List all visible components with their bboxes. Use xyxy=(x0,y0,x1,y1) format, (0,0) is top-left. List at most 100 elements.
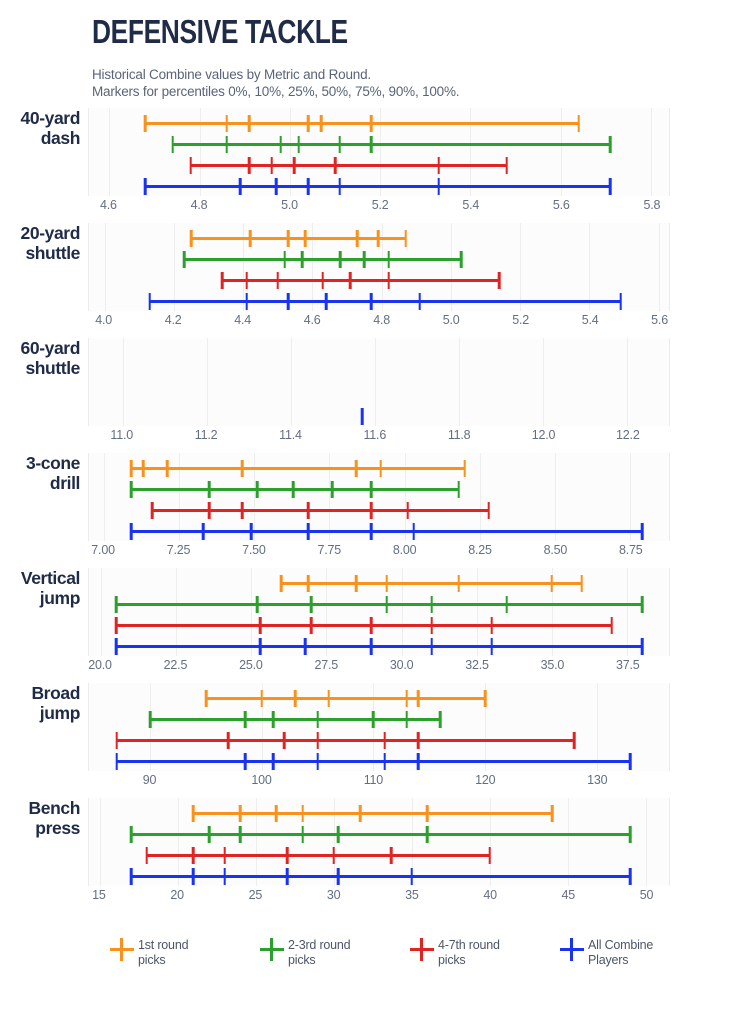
series-all-combine-players xyxy=(89,175,669,197)
series-range-line xyxy=(145,122,579,125)
percentile-marker-25 xyxy=(249,522,253,540)
percentile-marker-25 xyxy=(310,616,313,634)
series-range-line xyxy=(131,467,465,470)
percentile-marker-75 xyxy=(369,292,373,310)
percentile-marker-50 xyxy=(316,752,319,770)
series-range-line xyxy=(190,164,507,167)
axis-tick-label: 5.4 xyxy=(581,313,599,327)
axis-tick-label: 8.00 xyxy=(392,543,417,557)
series-all-combine-players xyxy=(89,750,669,772)
percentile-marker-90 xyxy=(376,229,380,247)
percentile-marker-75 xyxy=(405,689,409,707)
percentile-marker-0 xyxy=(114,595,118,613)
percentile-marker-50 xyxy=(321,271,325,289)
axis-tick-label: 5.2 xyxy=(371,198,389,212)
percentile-marker-10 xyxy=(227,731,230,749)
series-range-line xyxy=(116,760,630,763)
plot-area: 20.0 22.5 25.0 27.5 30.0 32.5 35.0 37.5 xyxy=(88,568,670,678)
percentile-marker-100 xyxy=(439,710,442,728)
legend-label-line-1: 1st round xyxy=(138,938,189,952)
percentile-marker-25 xyxy=(310,595,313,613)
series-range-line xyxy=(131,833,631,836)
percentile-marker-75 xyxy=(355,459,358,477)
gridline xyxy=(520,223,522,311)
percentile-marker-100 xyxy=(628,825,632,843)
series-range-line xyxy=(149,300,621,303)
axis-tick-label: 12.2 xyxy=(616,428,640,442)
gridline xyxy=(450,223,452,311)
percentile-marker-50 xyxy=(285,867,289,885)
percentile-marker-50 xyxy=(324,292,328,310)
percentile-marker-50 xyxy=(370,637,373,655)
percentile-marker-10 xyxy=(248,229,252,247)
percentile-marker-10 xyxy=(238,804,242,822)
plot-area: 4.0 4.2 4.4 4.6 4.8 5.0 5.2 5.4 5.6 xyxy=(88,223,670,333)
legend-item-4-7th-round-picks[interactable]: 4-7th round picks xyxy=(408,931,558,968)
percentile-marker-0 xyxy=(150,501,154,519)
percentile-marker-50 xyxy=(293,156,296,174)
metric-label-line-1: 60-yard xyxy=(20,338,81,358)
percentile-marker-75 xyxy=(338,135,341,153)
percentile-marker-10 xyxy=(258,616,262,634)
series-range-line xyxy=(191,237,406,240)
legend-item-all-combine-players[interactable]: All Combine Players xyxy=(558,931,708,968)
series-range-line xyxy=(131,488,459,491)
legend-item-2-3rd-round-picks[interactable]: 2-3rd round picks xyxy=(258,931,408,968)
percentile-marker-10 xyxy=(225,114,228,132)
percentile-marker-10 xyxy=(258,637,262,655)
gridline xyxy=(542,338,544,426)
percentile-marker-50 xyxy=(370,616,373,634)
axis-tick-label: 130 xyxy=(587,773,608,787)
percentile-marker-0 xyxy=(221,271,224,289)
percentile-marker-75 xyxy=(383,752,386,770)
gridline xyxy=(176,568,178,656)
gridline xyxy=(104,453,106,541)
legend-item-1st-round-picks[interactable]: 1st round picks xyxy=(108,931,258,968)
metric-label-line-2: press xyxy=(35,818,80,838)
axis-tick-label: 35 xyxy=(405,888,419,902)
percentile-marker-10 xyxy=(283,250,286,268)
series-2-3rd-round-picks xyxy=(89,363,669,385)
axis-tick-label: 4.8 xyxy=(190,198,208,212)
gridline xyxy=(596,683,598,771)
gridline xyxy=(626,338,628,426)
gridline xyxy=(255,798,257,886)
percentile-marker-0 xyxy=(280,574,283,592)
percentile-marker-10 xyxy=(260,689,264,707)
percentile-marker-75 xyxy=(430,637,433,655)
series-range-line xyxy=(116,739,575,742)
percentile-marker-0 xyxy=(129,867,133,885)
metric-panel-20-yard-shuttle: 20-yard shuttle 4.0 4.2 4.4 4.6 4.8 5.0 5.2 5.4 5.… xyxy=(0,223,745,338)
axis-tick-label: 11.2 xyxy=(194,428,218,442)
plot-canvas xyxy=(88,453,670,541)
series-range-line xyxy=(116,645,642,648)
gridline xyxy=(476,568,478,656)
series-1st-round-picks xyxy=(89,457,669,479)
plus-marker-icon xyxy=(408,935,438,965)
axis-tick-label: 37.5 xyxy=(616,658,640,672)
metric-label-line-2: shuttle xyxy=(25,358,80,378)
percentile-marker-10 xyxy=(247,156,251,174)
plot-area: 90 100 110 120 130 xyxy=(88,683,670,793)
percentile-marker-50 xyxy=(292,480,295,498)
metric-label-line-1: 3-cone xyxy=(25,453,80,473)
gridline xyxy=(326,568,328,656)
percentile-marker-0 xyxy=(189,229,193,247)
axis-tick-label: 35.0 xyxy=(540,658,565,672)
metric-label: 3-cone drill xyxy=(0,453,88,493)
metric-panels: 40-yard dash 4.6 4.8 5.0 5.2 5.4 5.6 5.8 20-yard s… xyxy=(0,108,745,913)
axis-tick-label: 50 xyxy=(639,888,654,902)
percentile-marker-0 xyxy=(129,459,133,477)
percentile-marker-50 xyxy=(240,459,244,477)
plot-area: 11.0 11.2 11.4 11.6 11.8 12.0 12.2 xyxy=(88,338,670,448)
axis-tick-label: 110 xyxy=(363,773,384,787)
percentile-marker-90 xyxy=(416,752,420,770)
series-1st-round-picks xyxy=(89,342,669,364)
series-2-3rd-round-picks xyxy=(89,823,669,845)
series-all-combine-players xyxy=(89,290,669,312)
percentile-marker-10 xyxy=(238,177,242,195)
percentile-marker-25 xyxy=(240,501,244,519)
percentile-marker-90 xyxy=(550,574,554,592)
axis-tick-label: 7.50 xyxy=(242,543,266,557)
